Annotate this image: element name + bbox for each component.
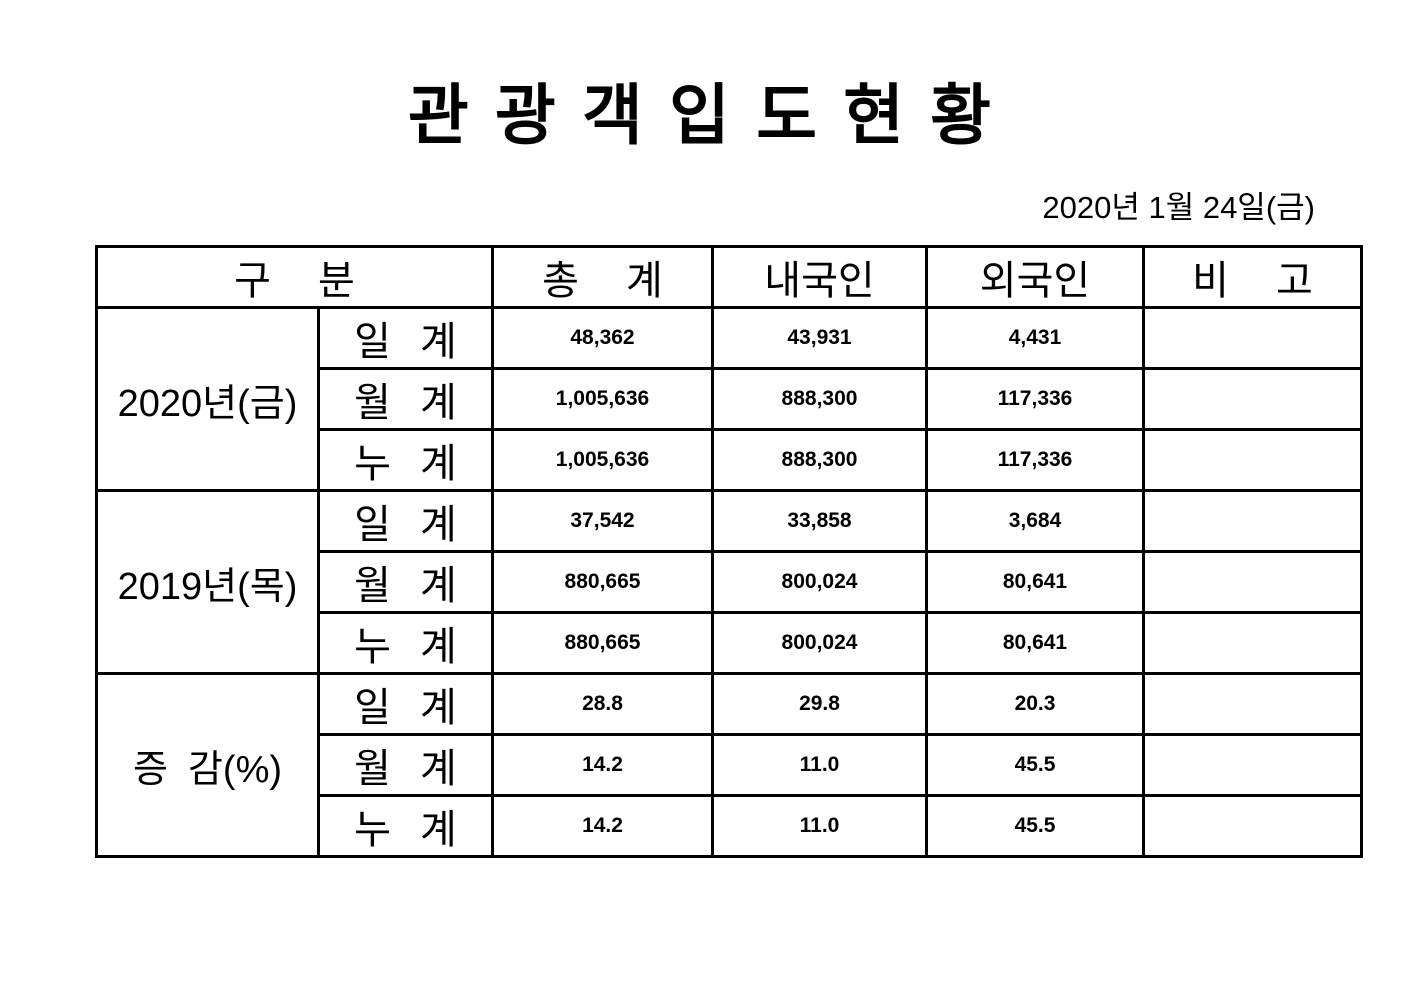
- row-label-monthly: 월 계: [317, 733, 494, 797]
- header-foreign: 외국인: [925, 245, 1145, 309]
- table-row: 누 계 880,665 800,024 80,641: [97, 611, 1363, 675]
- value-foreign: 80,641: [925, 550, 1145, 614]
- header-row: 구 분 총 계 내국인 외국인 비 고: [95, 245, 1363, 309]
- table-row: 월 계 880,665 800,024 80,641: [97, 550, 1363, 614]
- value-domestic: 33,858: [711, 489, 928, 553]
- header-total: 총 계: [491, 245, 714, 309]
- value-foreign: 4,431: [925, 306, 1145, 370]
- group-label-2020: 2020년(금): [95, 306, 320, 492]
- table-row: 증 감(%) 일 계 28.8 29.8 20.3: [95, 672, 1363, 858]
- value-foreign: 45.5: [925, 733, 1145, 797]
- value-note: [1142, 611, 1363, 675]
- value-foreign: 45.5: [925, 794, 1145, 858]
- value-total: 14.2: [491, 733, 714, 797]
- value-total: 1,005,636: [491, 367, 714, 431]
- row-label-monthly: 월 계: [317, 367, 494, 431]
- value-note: [1142, 428, 1363, 492]
- value-total: 1,005,636: [491, 428, 714, 492]
- value-domestic: 11.0: [711, 794, 928, 858]
- row-label-cumulative: 누 계: [317, 611, 494, 675]
- value-domestic: 888,300: [711, 367, 928, 431]
- value-total: 880,665: [491, 611, 714, 675]
- value-note: [1142, 672, 1363, 736]
- row-label-cumulative: 누 계: [317, 428, 494, 492]
- value-foreign: 117,336: [925, 367, 1145, 431]
- value-total: 14.2: [491, 794, 714, 858]
- table-row: 월 계 1,005,636 888,300 117,336: [97, 367, 1363, 431]
- value-domestic: 800,024: [711, 611, 928, 675]
- value-total: 37,542: [491, 489, 714, 553]
- table-row: 2020년(금) 일 계 48,362 43,931 4,431: [95, 306, 1363, 492]
- value-domestic: 11.0: [711, 733, 928, 797]
- value-total: 880,665: [491, 550, 714, 614]
- row-label-monthly: 월 계: [317, 550, 494, 614]
- value-note: [1142, 306, 1363, 370]
- value-domestic: 43,931: [711, 306, 928, 370]
- value-foreign: 3,684: [925, 489, 1145, 553]
- value-foreign: 80,641: [925, 611, 1145, 675]
- value-note: [1142, 794, 1363, 858]
- header-note: 비 고: [1142, 245, 1363, 309]
- value-note: [1142, 367, 1363, 431]
- table-row: 월 계 14.2 11.0 45.5: [97, 733, 1363, 797]
- header-domestic: 내국인: [711, 245, 928, 309]
- page-title: 관 광 객 입 도 현 황: [407, 78, 996, 152]
- header-category: 구 분: [95, 245, 494, 309]
- value-note: [1142, 489, 1363, 553]
- row-label-daily: 일 계: [317, 306, 494, 370]
- value-domestic: 29.8: [711, 672, 928, 736]
- value-total: 28.8: [491, 672, 714, 736]
- row-label-daily: 일 계: [317, 672, 494, 736]
- value-foreign: 117,336: [925, 428, 1145, 492]
- table-row: 2019년(목) 일 계 37,542 33,858 3,684: [95, 489, 1363, 675]
- row-label-daily: 일 계: [317, 489, 494, 553]
- value-foreign: 20.3: [925, 672, 1145, 736]
- value-domestic: 800,024: [711, 550, 928, 614]
- group-label-2019: 2019년(목): [95, 489, 320, 675]
- table-row: 누 계 1,005,636 888,300 117,336: [97, 428, 1363, 492]
- value-domestic: 888,300: [711, 428, 928, 492]
- table-row: 누 계 14.2 11.0 45.5: [97, 794, 1363, 858]
- group-label-change: 증 감(%): [95, 672, 320, 858]
- tourist-arrivals-table: 구 분 총 계 내국인 외국인 비 고 2020년(금) 일 계 48,362 …: [95, 245, 1363, 858]
- value-total: 48,362: [491, 306, 714, 370]
- value-note: [1142, 550, 1363, 614]
- report-date: 2020년 1월 24일(금): [1042, 190, 1315, 225]
- value-note: [1142, 733, 1363, 797]
- row-label-cumulative: 누 계: [317, 794, 494, 858]
